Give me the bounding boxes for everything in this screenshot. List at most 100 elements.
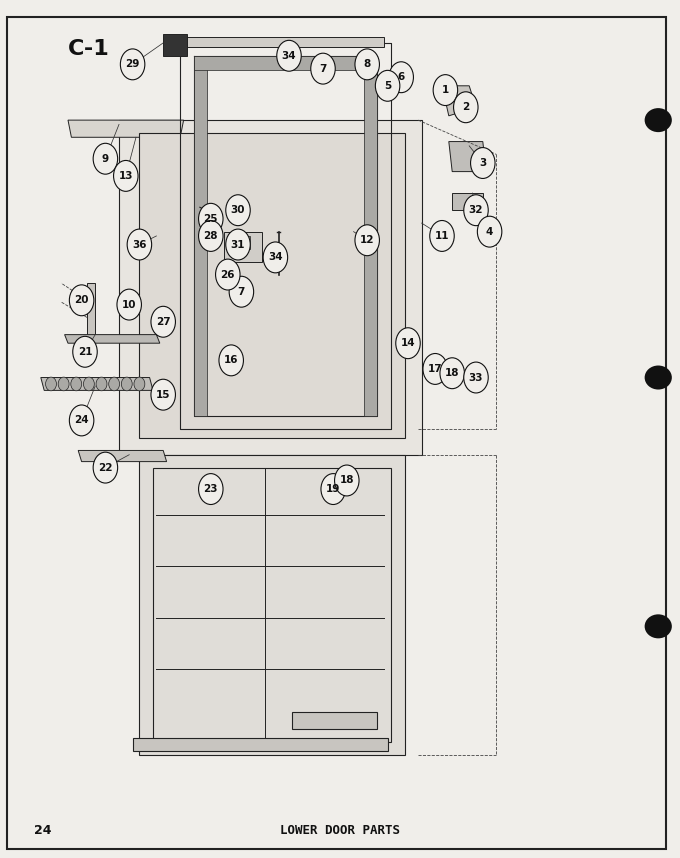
Circle shape xyxy=(219,345,243,376)
Text: 24: 24 xyxy=(74,415,89,426)
Circle shape xyxy=(263,242,288,273)
Circle shape xyxy=(109,378,120,390)
Text: 28: 28 xyxy=(203,231,218,241)
Polygon shape xyxy=(231,236,239,249)
Circle shape xyxy=(199,203,223,234)
Circle shape xyxy=(151,379,175,410)
Polygon shape xyxy=(68,120,184,137)
Text: 24: 24 xyxy=(34,824,52,837)
Circle shape xyxy=(433,75,458,106)
Circle shape xyxy=(58,378,69,390)
Text: LOWER DOOR PARTS: LOWER DOOR PARTS xyxy=(280,824,400,837)
Text: 8: 8 xyxy=(364,59,371,69)
Text: 20: 20 xyxy=(74,295,89,305)
Text: 14: 14 xyxy=(401,338,415,348)
Circle shape xyxy=(69,285,94,316)
Circle shape xyxy=(151,306,175,337)
Circle shape xyxy=(226,195,250,226)
Circle shape xyxy=(117,289,141,320)
Circle shape xyxy=(477,216,502,247)
Circle shape xyxy=(440,358,464,389)
Text: 21: 21 xyxy=(78,347,92,357)
Text: 32: 32 xyxy=(469,205,483,215)
Text: 19: 19 xyxy=(326,484,341,494)
Polygon shape xyxy=(139,455,405,755)
Text: 22: 22 xyxy=(98,462,113,473)
Text: 25: 25 xyxy=(203,214,218,224)
Text: 36: 36 xyxy=(132,239,147,250)
Circle shape xyxy=(396,328,420,359)
Polygon shape xyxy=(194,56,207,416)
Circle shape xyxy=(134,378,145,390)
Ellipse shape xyxy=(645,614,672,638)
Circle shape xyxy=(121,378,132,390)
Circle shape xyxy=(127,229,152,260)
Text: 27: 27 xyxy=(156,317,171,327)
Text: 15: 15 xyxy=(156,390,171,400)
Text: 34: 34 xyxy=(268,252,283,263)
Circle shape xyxy=(277,40,301,71)
Text: 10: 10 xyxy=(122,299,137,310)
Circle shape xyxy=(355,225,379,256)
Circle shape xyxy=(423,353,447,384)
Text: 1: 1 xyxy=(442,85,449,95)
Text: 12: 12 xyxy=(360,235,375,245)
Polygon shape xyxy=(449,142,486,172)
Text: 17: 17 xyxy=(428,364,443,374)
Polygon shape xyxy=(224,232,262,262)
Polygon shape xyxy=(442,86,476,116)
Circle shape xyxy=(375,70,400,101)
Text: 34: 34 xyxy=(282,51,296,61)
Text: 29: 29 xyxy=(125,59,140,69)
Ellipse shape xyxy=(645,366,672,390)
Polygon shape xyxy=(41,378,153,390)
Circle shape xyxy=(454,92,478,123)
Polygon shape xyxy=(452,193,483,210)
FancyBboxPatch shape xyxy=(7,17,666,849)
Text: 6: 6 xyxy=(398,72,405,82)
Circle shape xyxy=(311,53,335,84)
Text: 31: 31 xyxy=(231,239,245,250)
Circle shape xyxy=(199,474,223,505)
Circle shape xyxy=(216,259,240,290)
Text: 18: 18 xyxy=(445,368,460,378)
Circle shape xyxy=(464,362,488,393)
Polygon shape xyxy=(133,738,388,751)
Text: 13: 13 xyxy=(118,171,133,181)
Text: 30: 30 xyxy=(231,205,245,215)
Text: 26: 26 xyxy=(220,269,235,280)
Text: 2: 2 xyxy=(462,102,469,112)
Text: 16: 16 xyxy=(224,355,239,366)
Polygon shape xyxy=(139,133,405,438)
Circle shape xyxy=(430,221,454,251)
Text: C-1: C-1 xyxy=(68,39,109,58)
Circle shape xyxy=(96,378,107,390)
Polygon shape xyxy=(187,37,384,47)
Text: 9: 9 xyxy=(102,154,109,164)
Circle shape xyxy=(226,229,250,260)
Text: 33: 33 xyxy=(469,372,483,383)
Circle shape xyxy=(120,49,145,80)
Circle shape xyxy=(229,276,254,307)
Text: 7: 7 xyxy=(238,287,245,297)
Circle shape xyxy=(93,452,118,483)
Polygon shape xyxy=(119,120,422,455)
Text: 3: 3 xyxy=(479,158,486,168)
Circle shape xyxy=(389,62,413,93)
Text: 5: 5 xyxy=(384,81,391,91)
Circle shape xyxy=(93,143,118,174)
Polygon shape xyxy=(364,56,377,416)
Circle shape xyxy=(199,221,223,251)
Circle shape xyxy=(46,378,56,390)
Polygon shape xyxy=(292,712,377,729)
Circle shape xyxy=(464,195,488,226)
Circle shape xyxy=(471,148,495,178)
Circle shape xyxy=(73,336,97,367)
Text: 23: 23 xyxy=(203,484,218,494)
Text: 7: 7 xyxy=(320,63,326,74)
Circle shape xyxy=(84,378,95,390)
Polygon shape xyxy=(194,56,377,70)
Circle shape xyxy=(69,405,94,436)
Polygon shape xyxy=(241,236,250,249)
Text: 18: 18 xyxy=(339,475,354,486)
